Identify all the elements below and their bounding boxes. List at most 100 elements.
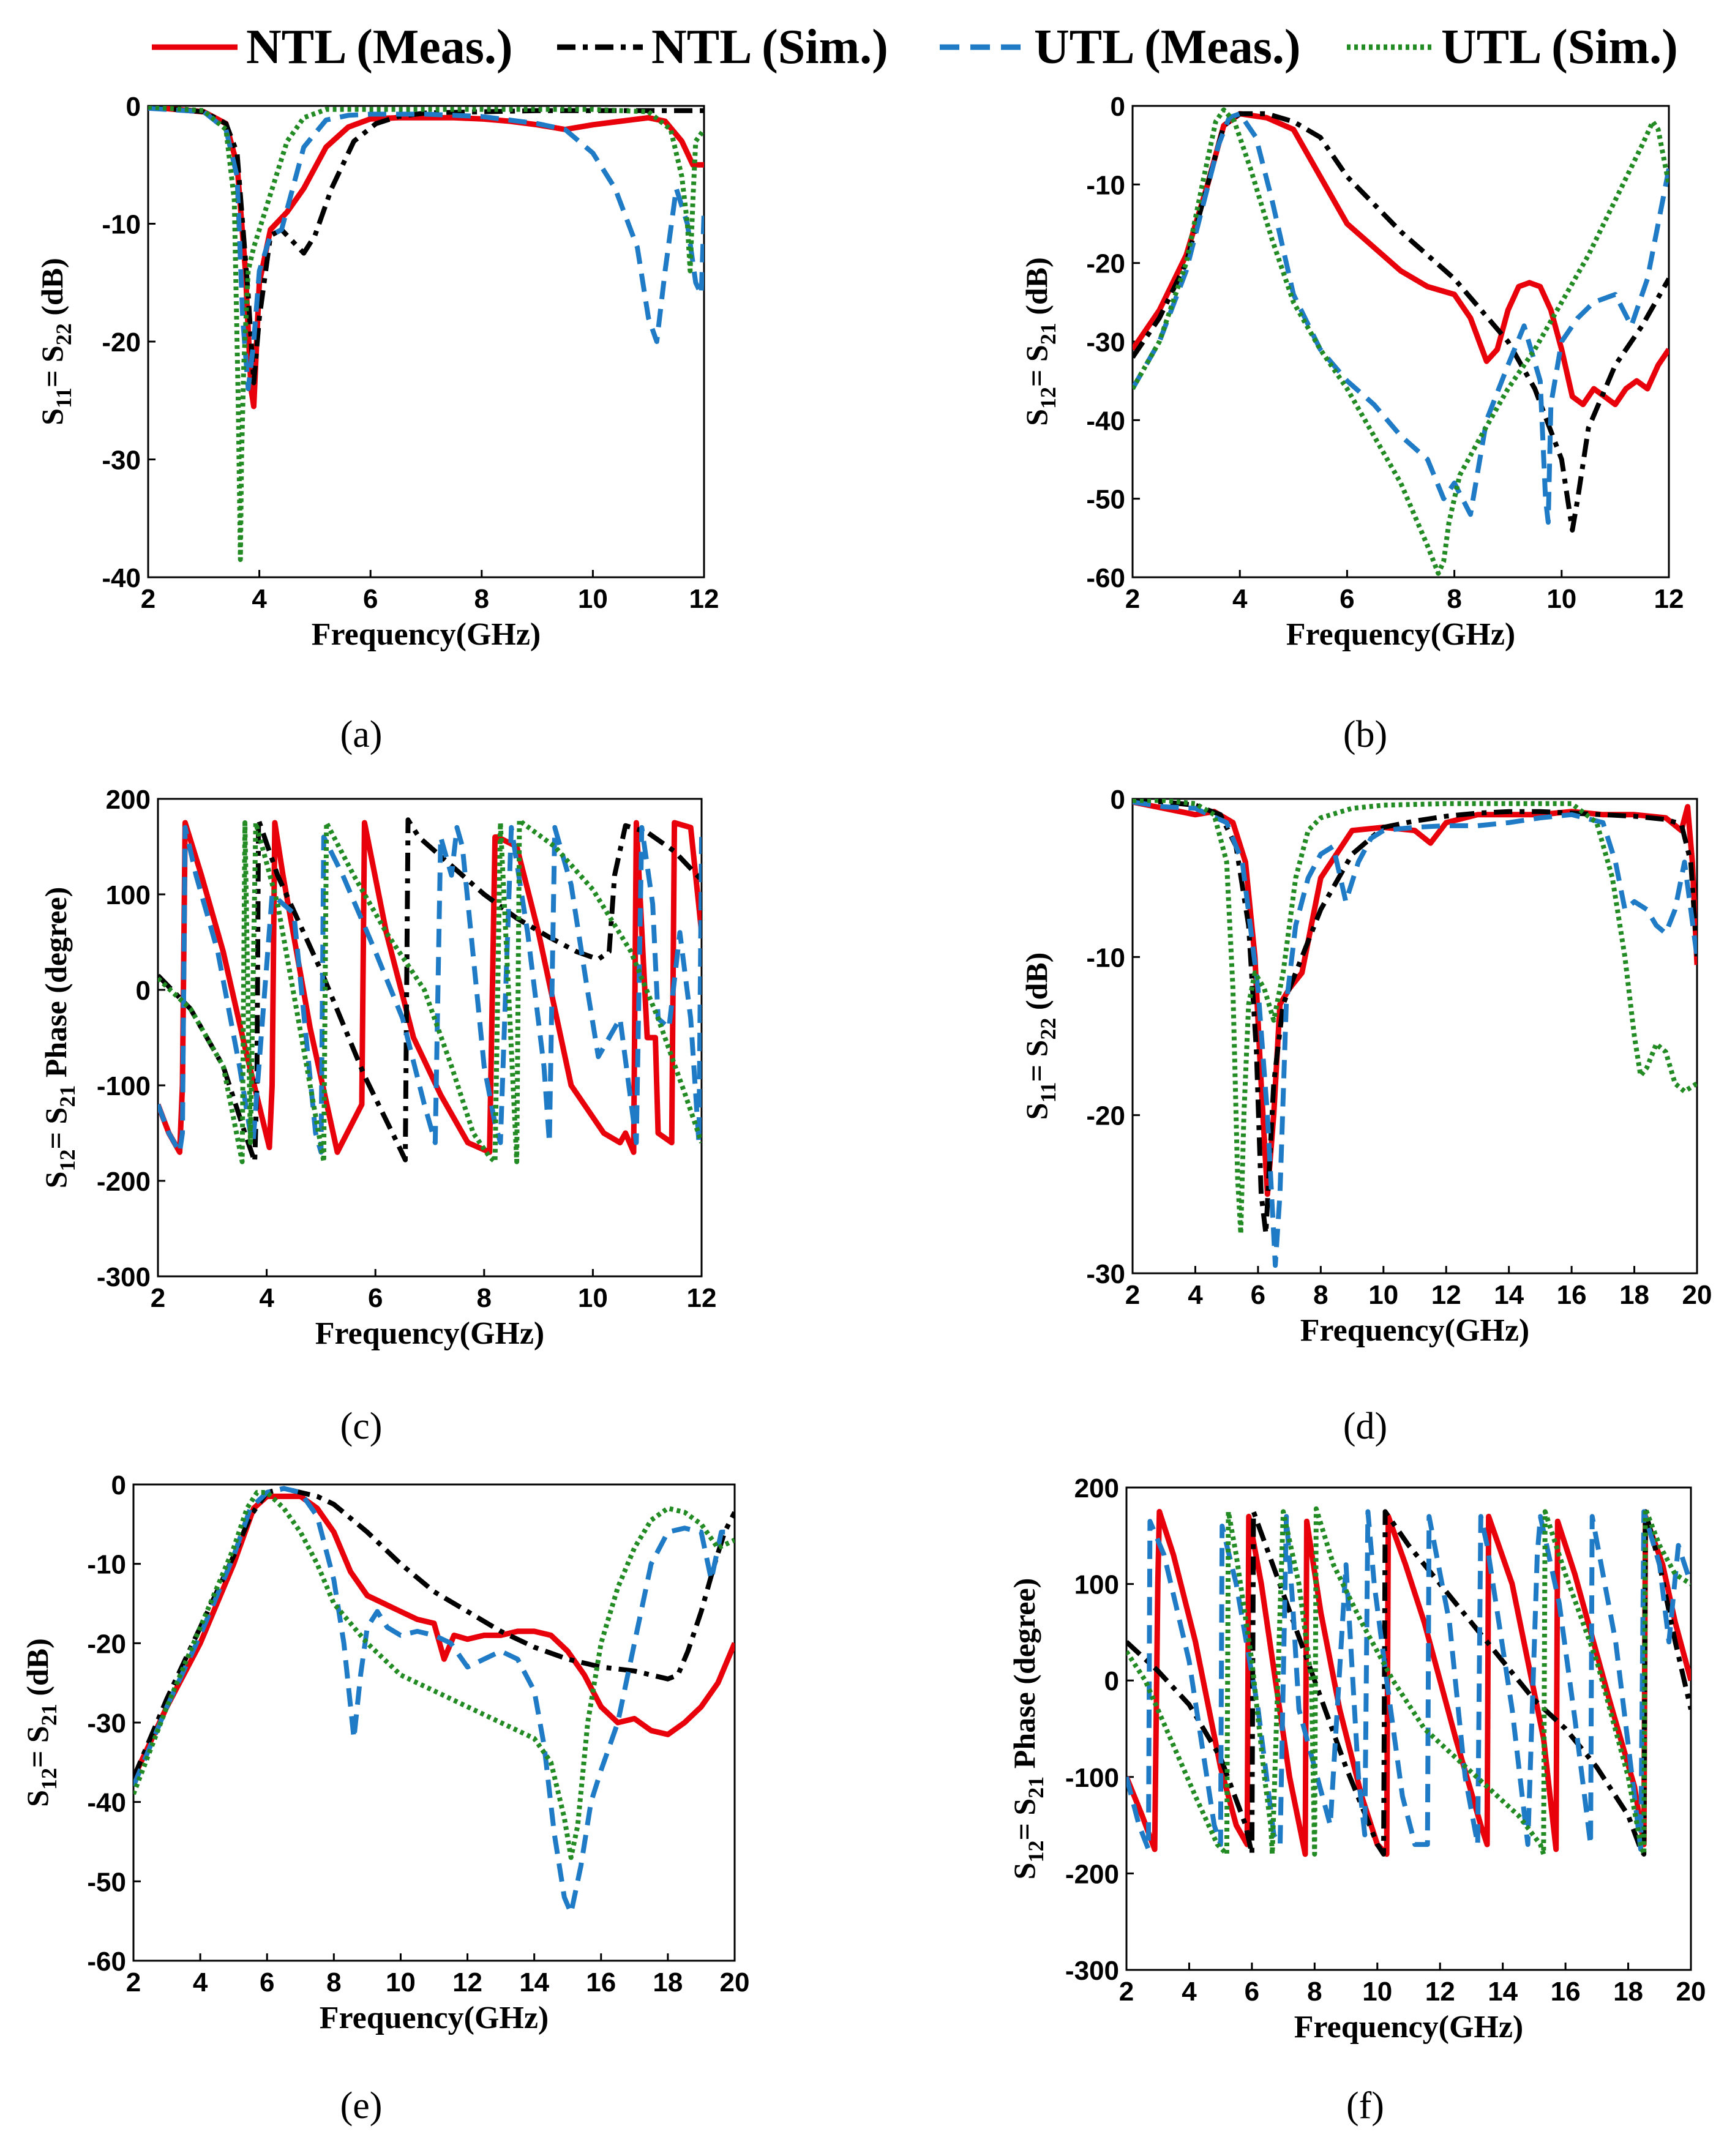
x-tick-label: 10 — [1546, 584, 1576, 614]
x-tick-label: 4 — [259, 1283, 274, 1313]
x-tick-label: 6 — [1245, 1977, 1259, 2007]
y-tick-label: -10 — [1086, 943, 1125, 973]
series-d-utl-meas — [1133, 799, 1697, 1268]
x-tick-label: 2 — [141, 584, 156, 614]
x-tick-label: 6 — [1340, 584, 1354, 614]
series-c-utl-sim — [158, 817, 702, 1164]
x-tick-label: 16 — [586, 1967, 616, 1997]
x-tick-label: 12 — [687, 1283, 717, 1313]
y-tick-label: -100 — [97, 1071, 151, 1101]
y-tick-label: 0 — [1111, 785, 1125, 815]
series-d-utl-sim — [1133, 799, 1697, 1237]
legend-item-ntl-meas: NTL (Meas.) — [152, 13, 513, 81]
x-tick-label: 12 — [1654, 584, 1684, 614]
legend-swatch-ntl-meas — [152, 44, 238, 50]
plot-frame-f — [1125, 1486, 1692, 1971]
series-d-ntl-sim — [1133, 799, 1697, 1237]
x-tick-label: 12 — [1431, 1280, 1461, 1310]
y-tick-label: -50 — [1086, 485, 1125, 515]
x-tick-label: 14 — [1494, 1280, 1524, 1310]
x-axis-label-e: Frequency(GHz) — [320, 2001, 549, 2035]
y-tick-label: 100 — [106, 880, 151, 910]
y-tick-label: -20 — [102, 328, 141, 357]
x-axis-label-d: Frequency(GHz) — [1300, 1313, 1530, 1348]
plot-frame-d — [1131, 798, 1698, 1275]
y-tick-label: 100 — [1074, 1570, 1119, 1600]
series-b-ntl-sim — [1133, 111, 1669, 533]
y-tick-label: -10 — [1086, 170, 1125, 200]
caption-d: (d) — [1343, 1406, 1388, 1447]
plot-f: 2 4 6 8 10 12 14 16 18 20 200 100 0 -100 -200 -300 Frequ… — [1007, 1473, 1706, 2045]
y-tick-label: 0 — [136, 976, 151, 1006]
series-c-ntl-meas — [158, 820, 702, 1155]
plot-a: 2 4 6 8 10 12 0 -10 -20 -30 -40 Frequency(GHz) S11= … — [35, 92, 719, 652]
legend-swatch-ntl-sim — [557, 44, 643, 50]
series-e-ntl-meas — [133, 1493, 735, 1780]
x-tick-label: 2 — [1125, 584, 1140, 614]
y-tick-label: -10 — [87, 1550, 126, 1580]
legend-label-utl-sim: UTL (Sim.) — [1441, 20, 1678, 74]
series-e-ntl-sim — [133, 1486, 735, 1780]
series-a-ntl-sim — [148, 106, 704, 386]
series-group-f — [1126, 1506, 1691, 1857]
series-f-utl-meas — [1126, 1509, 1691, 1852]
x-tick-label: 4 — [1182, 1977, 1197, 2007]
x-tick-label: 2 — [151, 1283, 165, 1313]
y-tick-label: -60 — [1086, 563, 1125, 593]
x-tick-label: 16 — [1557, 1280, 1587, 1310]
x-tick-label: 10 — [1368, 1280, 1398, 1310]
legend: NTL (Meas.) NTL (Sim.) UTL (Meas.) UTL (… — [0, 0, 1735, 92]
series-e-utl-sim — [133, 1490, 735, 1860]
x-tick-label: 6 — [363, 584, 378, 614]
x-tick-label: 4 — [193, 1967, 208, 1997]
legend-label-ntl-meas: NTL (Meas.) — [246, 20, 513, 74]
series-c-utl-meas — [158, 825, 702, 1155]
y-axis-label-e: S12= S21 (dB) — [20, 1638, 61, 1807]
legend-swatch-utl-meas — [940, 44, 1025, 50]
plot-d: 2 4 6 8 10 12 14 16 18 20 0 -10 -20 -30 Frequency(GHz)… — [1019, 785, 1712, 1348]
x-tick-label: 6 — [260, 1967, 274, 1997]
x-tick-label: 2 — [126, 1967, 141, 1997]
series-b-utl-sim — [1133, 107, 1669, 576]
y-tick-label: 0 — [1104, 1666, 1119, 1696]
y-axis-label-d: S11= S22 (dB) — [1019, 953, 1060, 1120]
x-tick-label: 18 — [1613, 1977, 1643, 2007]
x-tick-label: 10 — [1362, 1977, 1392, 2007]
y-tick-label: 0 — [1111, 92, 1125, 122]
x-tick-label: 10 — [386, 1967, 416, 1997]
y-axis-label-f: S12= S21 Phase (degree) — [1007, 1578, 1048, 1880]
series-group-b — [1133, 107, 1669, 576]
x-tick-label: 12 — [1425, 1977, 1455, 2007]
series-a-utl-meas — [148, 106, 704, 391]
legend-item-utl-sim: UTL (Sim.) — [1347, 13, 1678, 81]
y-axis-label-a: S11= S22 (dB) — [35, 258, 76, 425]
x-tick-label: 8 — [1447, 584, 1461, 614]
x-tick-label: 18 — [1619, 1280, 1649, 1310]
y-tick-label: -30 — [102, 446, 141, 476]
x-tick-label: 12 — [689, 584, 719, 614]
y-tick-label: -200 — [97, 1167, 151, 1197]
plot-c: 2 4 6 8 10 12 200 100 0 -100 -200 -300 Frequency(GHz… — [39, 785, 716, 1351]
x-tick-label: 18 — [653, 1967, 683, 1997]
legend-label-ntl-sim: NTL (Sim.) — [651, 20, 888, 74]
y-tick-label: -100 — [1065, 1763, 1119, 1793]
plot-b: 2 4 6 8 10 12 0 -10 -20 -30 -40 -50 -60 Frequency(GHz… — [1019, 92, 1684, 652]
caption-a: (a) — [340, 714, 383, 755]
x-tick-label: 20 — [1676, 1977, 1706, 2007]
legend-item-utl-meas: UTL (Meas.) — [940, 13, 1301, 81]
series-d-ntl-meas — [1133, 799, 1697, 1197]
series-a-utl-sim — [148, 106, 704, 563]
series-group-c — [158, 817, 702, 1164]
plot-frame-b — [1131, 105, 1670, 578]
x-tick-label: 14 — [519, 1967, 549, 1997]
x-tick-label: 10 — [578, 584, 608, 614]
x-tick-label: 20 — [1682, 1280, 1712, 1310]
x-tick-label: 8 — [1313, 1280, 1328, 1310]
x-axis-label-c: Frequency(GHz) — [315, 1316, 545, 1351]
y-tick-label: -40 — [87, 1788, 126, 1818]
y-tick-label: -30 — [1086, 328, 1125, 357]
y-tick-label: -300 — [97, 1262, 151, 1292]
x-tick-label: 2 — [1125, 1280, 1140, 1310]
y-axis-label-c: S12= S21 Phase (degree) — [39, 887, 80, 1189]
